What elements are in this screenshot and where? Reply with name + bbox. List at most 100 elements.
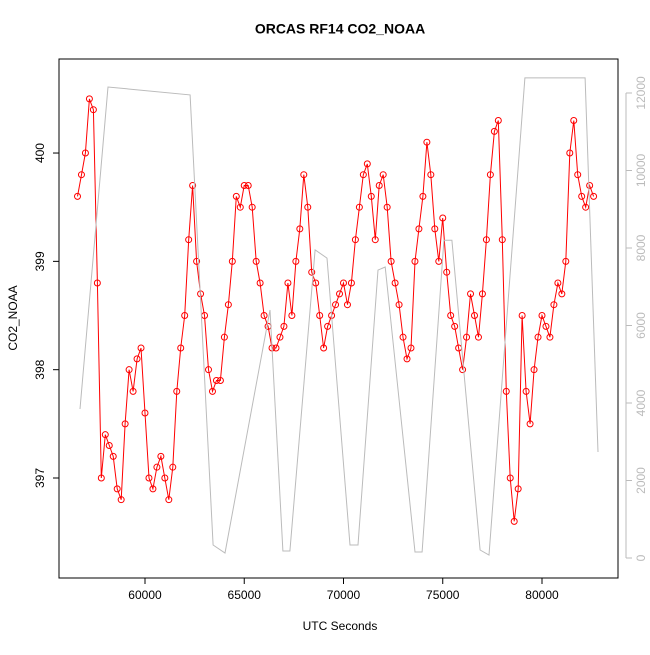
data-point (113, 485, 121, 493)
data-point (74, 192, 82, 200)
data-point (443, 268, 451, 276)
data-point (379, 171, 387, 179)
data-point (173, 387, 181, 395)
data-point (189, 182, 197, 190)
data-point (157, 452, 165, 460)
data-point (347, 279, 355, 287)
data-point (546, 333, 554, 341)
data-point (395, 301, 403, 309)
data-point (280, 322, 288, 330)
data-point (292, 257, 300, 265)
data-point (363, 160, 371, 168)
data-point (212, 377, 220, 385)
data-point (494, 117, 502, 125)
data-point (109, 452, 117, 460)
data-point (117, 496, 125, 504)
data-point (534, 333, 542, 341)
data-point (101, 431, 109, 439)
y2-tick-label: 4000 (634, 389, 648, 416)
data-point (411, 257, 419, 265)
data-point (232, 192, 240, 200)
data-point (177, 344, 185, 352)
plot-frame (58, 58, 619, 579)
data-point (383, 203, 391, 211)
data-point (439, 214, 447, 222)
data-point (85, 95, 93, 103)
data-point (284, 279, 292, 287)
data-point (149, 485, 157, 493)
x-tick-label: 60000 (128, 588, 162, 602)
chart-title: ORCAS RF14 CO2_NOAA (255, 21, 425, 37)
y-tick-label: 400 (33, 143, 47, 163)
data-point (181, 312, 189, 320)
data-point (244, 182, 252, 190)
data-point (490, 127, 498, 135)
data-point (208, 387, 216, 395)
data-point (332, 301, 340, 309)
data-point (161, 474, 169, 482)
data-point (415, 225, 423, 233)
data-point (145, 474, 153, 482)
data-point (419, 192, 427, 200)
data-point (586, 182, 594, 190)
data-point (300, 171, 308, 179)
data-point (205, 366, 213, 374)
y2-tick-label: 12000 (634, 76, 648, 110)
data-point (359, 171, 367, 179)
x-tick-label: 65000 (228, 588, 262, 602)
x-axis-label: UTC Seconds (303, 619, 378, 633)
data-point (518, 312, 526, 320)
data-point (554, 279, 562, 287)
data-point (538, 312, 546, 320)
data-point (336, 290, 344, 298)
data-point (371, 236, 379, 244)
data-point (185, 236, 193, 244)
data-point (542, 322, 550, 330)
data-point (550, 301, 558, 309)
data-point (467, 290, 475, 298)
data-point (431, 225, 439, 233)
x-tick-label: 70000 (327, 588, 361, 602)
data-point (474, 333, 482, 341)
data-point (236, 203, 244, 211)
data-point (89, 106, 97, 114)
data-point (574, 171, 582, 179)
data-point (216, 377, 224, 385)
data-point (240, 182, 248, 190)
data-point (522, 387, 530, 395)
y2-tick-label: 6000 (634, 312, 648, 339)
series-line (79, 77, 599, 556)
data-point (578, 192, 586, 200)
data-point (486, 171, 494, 179)
data-point (224, 301, 232, 309)
data-point (367, 192, 375, 200)
data-point (399, 333, 407, 341)
data-point (435, 257, 443, 265)
data-point (514, 485, 522, 493)
data-point (153, 463, 161, 471)
data-point (77, 171, 85, 179)
data-point (276, 333, 284, 341)
data-point (510, 517, 518, 525)
data-point (248, 203, 256, 211)
data-point (304, 203, 312, 211)
data-point (97, 474, 105, 482)
data-point (403, 355, 411, 363)
data-point (260, 312, 268, 320)
data-point (463, 333, 471, 341)
data-point (459, 366, 467, 374)
data-point (387, 257, 395, 265)
data-point (471, 312, 479, 320)
y2-tick-label: 0 (634, 554, 648, 561)
data-point (590, 192, 598, 200)
data-point (423, 138, 431, 146)
data-point (427, 171, 435, 179)
data-point (252, 257, 260, 265)
series-line (77, 98, 595, 522)
data-point (407, 344, 415, 352)
data-point (343, 301, 351, 309)
data-point (288, 312, 296, 320)
data-point (506, 474, 514, 482)
data-point (308, 268, 316, 276)
